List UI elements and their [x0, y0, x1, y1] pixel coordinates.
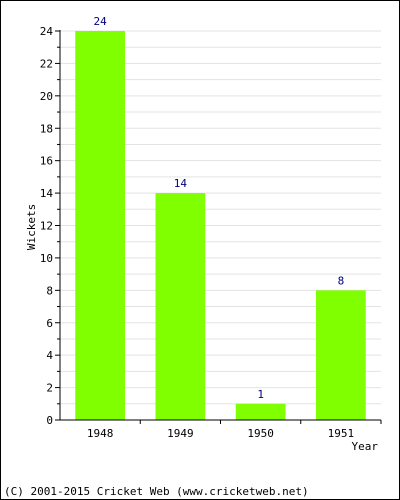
y-tick-label: 10: [40, 252, 53, 265]
bar-1948: [75, 31, 126, 420]
y-tick-label: 16: [40, 155, 53, 168]
x-tick-label: 1950: [247, 427, 274, 440]
y-tick-label: 4: [46, 349, 53, 362]
y-tick-label: 0: [46, 414, 53, 427]
y-tick-label: 14: [40, 187, 54, 200]
copyright-footer: (C) 2001-2015 Cricket Web (www.cricketwe…: [4, 485, 309, 498]
y-tick-label: 24: [40, 25, 54, 38]
x-tick-label: 1949: [167, 427, 194, 440]
data-label-1948: 24: [94, 15, 108, 28]
bar-1950: [235, 403, 286, 420]
x-axis-label: Year: [352, 440, 379, 453]
data-label-1951: 8: [338, 274, 345, 287]
y-tick-label: 2: [46, 382, 53, 395]
y-tick-label: 22: [40, 57, 53, 70]
bar-1949: [155, 193, 206, 420]
data-label-1950: 1: [257, 388, 264, 401]
y-tick-label: 8: [46, 284, 53, 297]
x-tick-label: 1948: [87, 427, 114, 440]
bar-1951: [315, 290, 366, 420]
y-tick-label: 6: [46, 317, 53, 330]
y-tick-label: 12: [40, 220, 53, 233]
y-tick-label: 18: [40, 122, 53, 135]
data-label-1949: 14: [174, 177, 188, 190]
y-tick-label: 20: [40, 90, 53, 103]
bars-group: 24 14 1 8: [75, 15, 366, 420]
y-axis-label: Wickets: [25, 204, 38, 250]
x-tick-label: 1951: [328, 427, 355, 440]
